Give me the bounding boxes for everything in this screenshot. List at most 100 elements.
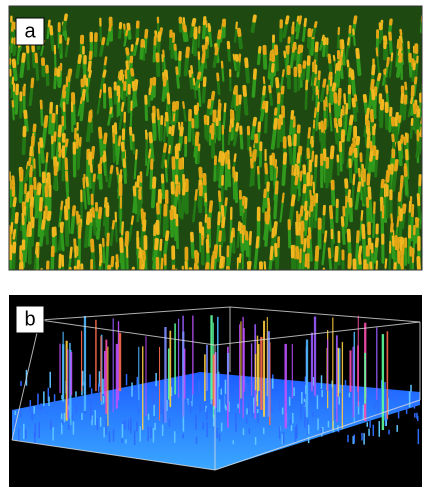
nanowire-tip: [275, 166, 279, 179]
nanowire-tip: [249, 146, 253, 158]
nanowire-tip: [238, 253, 242, 264]
nanowire-tip: [369, 140, 373, 153]
nanowire-tip: [181, 181, 187, 196]
nanowire: [35, 269, 39, 270]
nanowire-tip: [217, 190, 222, 203]
nanowire-tip: [201, 44, 206, 55]
nanowire-tip: [335, 122, 339, 134]
nanowire-tip: [99, 156, 103, 166]
nanowire-tip: [224, 197, 228, 207]
nanowire-tip: [255, 236, 260, 249]
nanowire-tip: [396, 38, 401, 50]
nanowire-tip: [98, 254, 103, 267]
nanowire-tip: [291, 43, 296, 53]
nanowire-tip: [138, 188, 142, 200]
nanowire-tip: [307, 227, 312, 240]
nanowire-tip: [198, 166, 203, 179]
nanowire-tip: [426, 91, 427, 96]
nanowire-tip: [102, 154, 106, 163]
nanowire-tip: [154, 237, 159, 251]
nanowire-tip: [71, 205, 76, 217]
nanowire-tip: [336, 61, 341, 71]
nanowire-tip: [235, 21, 238, 30]
nanowire-tip: [168, 144, 171, 154]
nanowire: [422, 282, 423, 307]
nanowire-tip: [297, 44, 302, 55]
nanowire-tip: [218, 150, 223, 163]
box-edge: [39, 306, 231, 321]
nanowire-tip: [11, 175, 16, 186]
nanowire-tip: [302, 183, 307, 194]
nanowire-tip: [296, 15, 300, 22]
nanowire-tip: [427, 167, 428, 174]
nanowire-tip: [12, 228, 17, 240]
nanowire-tip: [238, 94, 242, 105]
nanowire-tip: [64, 138, 69, 148]
nanowire-tip: [22, 205, 27, 216]
nanowire-tip: [244, 197, 248, 209]
nanowire: [131, 266, 135, 270]
box-edge: [214, 399, 421, 471]
nanowire-tip: [108, 22, 113, 32]
nanowire-tip: [303, 200, 308, 212]
nanowire-tip: [429, 169, 430, 180]
nanowire-tip: [323, 230, 328, 243]
nanowire-tip: [171, 264, 176, 270]
nanowire-tip: [294, 175, 299, 186]
nanowire-tip: [350, 69, 355, 81]
nanowire-tip: [385, 84, 389, 94]
nanowire-tip: [412, 103, 417, 115]
nanowire-tip: [284, 15, 290, 25]
nanowire-tip: [296, 167, 300, 178]
nanowire-tip: [391, 235, 395, 247]
nanowire-tip: [281, 69, 285, 78]
nanowire-tip: [125, 29, 129, 37]
nanowire-tip: [175, 66, 179, 76]
nanowire-tip: [68, 71, 71, 83]
nanowire-tip: [261, 100, 266, 110]
nanowire-tip: [131, 81, 136, 92]
nanowire-tip: [119, 237, 124, 254]
nanowire-tip: [91, 207, 96, 218]
nanowire-tip: [303, 17, 307, 27]
nanowire-tip: [345, 103, 349, 115]
nanowire-tip: [156, 108, 160, 121]
nanowire-tip: [236, 27, 242, 38]
nanowire: [336, 274, 338, 299]
nanowire-tip: [235, 122, 240, 132]
nanowire-tip: [340, 216, 345, 227]
box-edge: [39, 319, 216, 346]
nanowire-tip: [322, 78, 327, 88]
nanowire-tip: [69, 246, 73, 259]
nanowire-tip: [309, 174, 313, 187]
nanowire-tip: [228, 124, 232, 133]
panel-a-frame: [8, 5, 423, 271]
nanowire-tip: [340, 108, 344, 119]
nanowire-tip: [337, 95, 342, 106]
nanowire-tip: [130, 68, 135, 77]
nanowire-tip: [321, 34, 325, 42]
nanowire-tip: [393, 159, 399, 172]
nanowire-tip: [268, 84, 272, 94]
nanowire-tip: [98, 89, 102, 99]
nanowire-tip: [252, 149, 257, 162]
nanowire-tip: [37, 183, 42, 196]
nanowire-tip: [374, 237, 379, 248]
nanowire-tip: [103, 56, 108, 66]
nanowire-tip: [302, 60, 307, 69]
nanowire-tip: [314, 41, 319, 53]
nanowire-tip: [328, 205, 334, 220]
nanowire-tip: [316, 101, 320, 113]
nanowire-tip: [9, 244, 14, 261]
nanowire-tip: [210, 254, 216, 270]
nanowire-tip: [41, 219, 46, 230]
nanowire-tip: [303, 238, 307, 253]
nanowire-tip: [190, 65, 194, 75]
nanowire-tip: [59, 222, 64, 234]
nanowire-tip: [109, 165, 114, 174]
nanowire-tip: [303, 281, 304, 288]
nanowire: [427, 20, 428, 42]
nanowire-tip: [271, 227, 275, 239]
nanowire-tip: [135, 37, 140, 46]
